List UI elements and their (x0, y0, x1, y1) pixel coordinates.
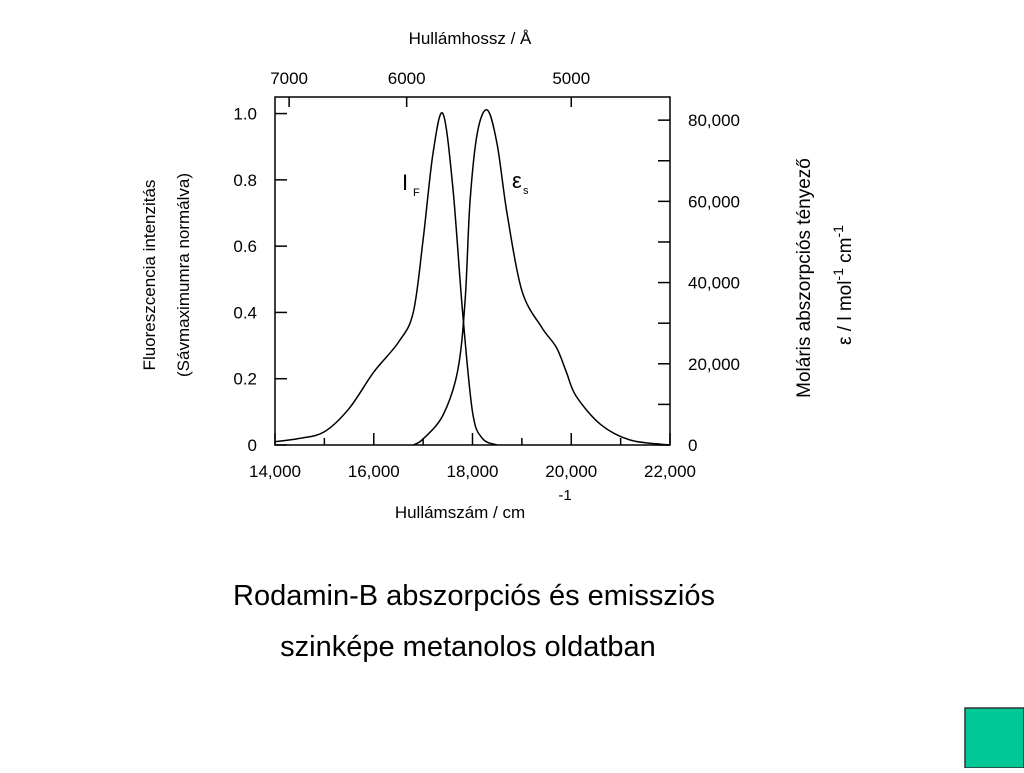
series-label: I (402, 170, 408, 195)
series-line (274, 112, 498, 446)
y-tick-label: 1.0 (233, 105, 257, 124)
y2-axis-title-part: ε / l mol (835, 281, 856, 345)
y-tick-label: 0.6 (233, 237, 257, 256)
x-tick-label: 20,000 (545, 462, 597, 481)
x-tick-label: 18,000 (447, 462, 499, 481)
y2-tick-label: 80,000 (688, 111, 740, 130)
y-tick-label: 0 (248, 436, 257, 455)
x2-axis-title: Hullámhossz / Å (409, 29, 532, 48)
y2-axis-title: ε / l mol-1 cm-1 (830, 225, 856, 345)
caption: szinképe metanolos oldatban (280, 631, 656, 663)
x-tick-label: 14,000 (249, 462, 301, 481)
series-line (412, 108, 671, 446)
y2-tick-label: 20,000 (688, 355, 740, 374)
x-axis-title-text: Hullámszám / cm (395, 503, 525, 522)
x2-tick-label: 7000 (270, 69, 308, 88)
y-tick-label: 0.8 (233, 171, 257, 190)
y2-axis-title-part: -1 (830, 268, 846, 281)
slide-decoration (964, 707, 1024, 769)
y-axis-title: Fluoreszcencia intenzitás (140, 180, 159, 371)
y-tick-label: 0.2 (233, 370, 257, 389)
y2-tick-label: 60,000 (688, 192, 740, 211)
x2-tick-label: 5000 (552, 69, 590, 88)
x-axis-title-sup: -1 (558, 487, 571, 504)
y2-axis-title-part: -1 (830, 225, 846, 238)
x-axis-title: Hullámszám / cm (395, 503, 525, 522)
x2-tick-label: 6000 (388, 69, 426, 88)
y2-tick-label: 40,000 (688, 274, 740, 293)
series-label-sub: F (413, 187, 420, 199)
y-tick-label: 0.4 (233, 303, 257, 322)
y2-tick-label: 0 (688, 436, 697, 455)
caption: Rodamin-B abszorpciós és emissziós (233, 580, 715, 612)
y2-axis-title: Moláris abszorpciós tényező (794, 158, 815, 398)
y-axis-title: (Sávmaximumra normálva) (174, 173, 193, 377)
series-label-sub: s (523, 185, 529, 197)
x-tick-label: 16,000 (348, 462, 400, 481)
y2-axis-title-part: cm (835, 237, 856, 268)
series-label: ε (512, 168, 522, 193)
x-tick-label: 22,000 (644, 462, 696, 481)
